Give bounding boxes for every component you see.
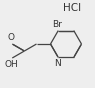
Text: O: O	[8, 32, 15, 42]
Text: Br: Br	[52, 20, 62, 29]
Text: HCl: HCl	[63, 3, 81, 13]
Text: OH: OH	[4, 60, 18, 69]
Text: N: N	[54, 59, 61, 68]
